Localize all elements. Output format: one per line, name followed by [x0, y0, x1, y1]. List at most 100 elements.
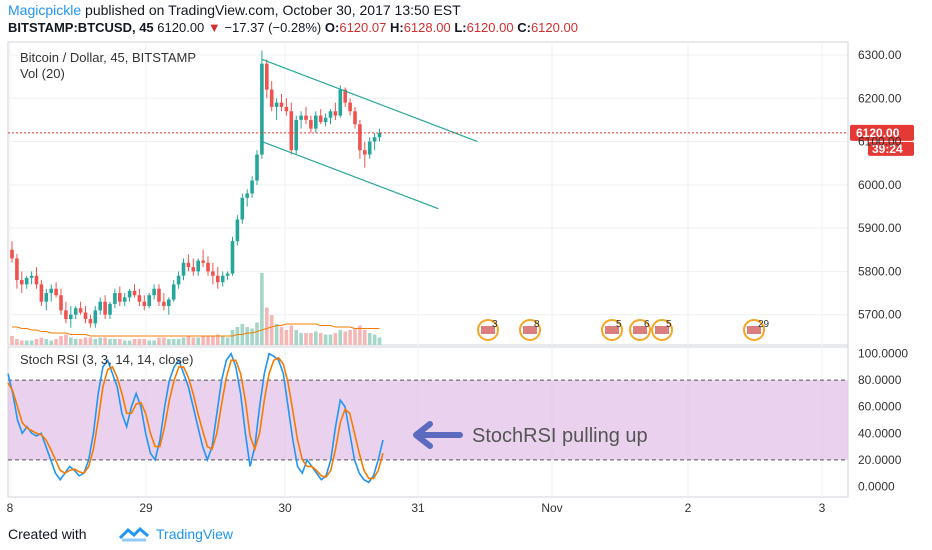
volume-bar: [314, 331, 318, 345]
volume-bar: [377, 337, 382, 345]
volume-bar: [34, 339, 39, 345]
volume-bar: [289, 325, 294, 345]
volume-bar: [265, 307, 269, 345]
tradingview-logo-icon: [118, 526, 149, 542]
candle-body: [328, 111, 333, 118]
candle-body: [103, 301, 107, 315]
volume-bar: [59, 336, 63, 345]
volume-bar: [363, 330, 367, 345]
volume-bar: [83, 337, 88, 345]
candle-body: [304, 115, 308, 120]
high-value: 6128.00: [403, 20, 451, 35]
volume-bars: [10, 273, 382, 345]
price-axis-tick: 6300.00: [858, 48, 902, 62]
volume-bar: [206, 336, 210, 345]
candle-body: [265, 63, 269, 90]
volume-bar: [20, 340, 24, 345]
candle-body: [191, 267, 196, 272]
main-pane-frame: [7, 41, 849, 346]
candle-body: [279, 102, 284, 107]
volume-bar: [367, 333, 372, 345]
time-axis-tick: 8: [7, 501, 14, 515]
candle-body: [98, 301, 102, 311]
candle-body: [216, 275, 220, 283]
price-axis-tick: 5900.00: [858, 221, 902, 235]
candle-body: [338, 89, 343, 116]
candle-body: [284, 106, 289, 112]
candle-body: [358, 124, 362, 151]
price-change: −17.37 (−0.28%): [224, 20, 322, 35]
volume-bar: [176, 339, 181, 345]
candle-body: [318, 115, 323, 123]
volume-bar: [122, 340, 127, 345]
candle-body: [186, 262, 191, 268]
volume-bar: [54, 339, 58, 345]
volume-bar: [191, 337, 196, 345]
volume-bar: [220, 336, 225, 345]
candle-body: [171, 284, 176, 300]
price-axis-tick: 5800.00: [858, 264, 902, 278]
flag-icon: [605, 326, 619, 334]
candle-body: [73, 308, 78, 315]
volume-bar: [167, 339, 171, 345]
tradingview-brand-link[interactable]: TradingView: [156, 526, 234, 542]
volume-bar: [10, 336, 14, 345]
candle-body: [181, 262, 186, 276]
stoch-annotation: StochRSI pulling up: [472, 425, 648, 447]
volume-bar: [196, 337, 200, 345]
event-badge-count: 5: [616, 319, 622, 330]
stoch-axis-tick: 100.0000: [858, 347, 908, 361]
candle-body: [372, 137, 377, 142]
chart-canvas[interactable]: 6120.00 39:24 3 8 5 6 5 29 6300.00 6200.00 6100.0…: [0, 0, 932, 520]
volume-bar: [171, 339, 176, 345]
candle-body: [211, 271, 215, 276]
candle-body: [196, 260, 200, 272]
publisher-link[interactable]: Magicpickle: [8, 2, 82, 18]
candle-body: [225, 273, 230, 276]
volume-bar: [201, 336, 205, 345]
candle-body: [289, 111, 294, 151]
candle-body: [343, 89, 347, 103]
candle-body: [250, 180, 254, 194]
volume-bar: [15, 339, 19, 345]
volume-bar: [78, 339, 83, 345]
candle-body: [269, 89, 274, 107]
candle-body: [44, 293, 49, 302]
candle-body: [333, 111, 338, 116]
volume-bar: [69, 337, 73, 345]
time-axis-tick: 3: [819, 501, 826, 515]
volume-bar: [64, 334, 68, 345]
volume-bar: [103, 337, 107, 345]
volume-bar: [328, 334, 333, 345]
event-badge-count: 5: [666, 319, 672, 330]
candle-body: [127, 290, 132, 298]
volume-bar: [274, 324, 279, 345]
stoch-pane-title: Stoch RSI (3, 3, 14, 14, close): [20, 352, 193, 367]
main-pane-title: Bitcoin / Dollar, 45, BITSTAMP: [20, 50, 196, 65]
volume-bar: [118, 339, 122, 345]
candle-body: [323, 117, 328, 123]
event-badge-count: 29: [758, 319, 770, 330]
stoch-rsi-pane: [7, 351, 848, 484]
candle-body: [34, 275, 39, 285]
volume-bar: [333, 333, 338, 345]
volume-bar: [250, 328, 254, 345]
stoch-axis-tick: 80.0000: [858, 373, 902, 387]
candle-body: [64, 310, 68, 320]
flag-icon: [481, 326, 495, 334]
volume-bar: [225, 337, 230, 345]
left-arrow-icon: [413, 421, 463, 449]
candle-body: [167, 299, 171, 307]
candle-body: [78, 308, 83, 313]
symbol-name: BITSTAMP:BTCUSD, 45: [8, 20, 154, 35]
candle-body: [10, 249, 14, 259]
candle-body: [93, 310, 98, 324]
volume-bar: [279, 327, 284, 345]
time-axis-tick: 30: [278, 501, 292, 515]
volume-bar: [358, 325, 362, 345]
price-axis-tick: 6200.00: [858, 91, 902, 105]
publish-line: Magicpickle published on TradingView.com…: [8, 2, 461, 18]
candle-body: [118, 293, 122, 302]
flag-icon: [523, 326, 537, 334]
volume-bar: [93, 339, 98, 345]
